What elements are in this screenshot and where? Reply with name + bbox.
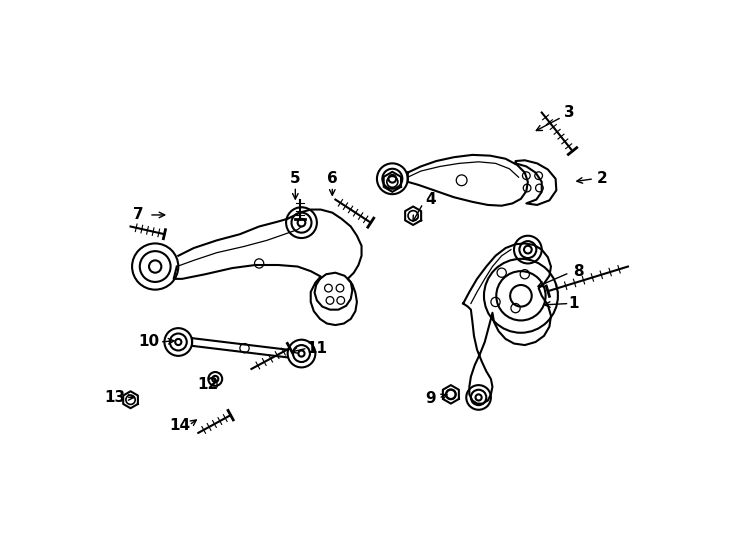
Text: 14: 14: [170, 417, 190, 433]
Text: 3: 3: [564, 105, 575, 120]
Text: 7: 7: [133, 207, 144, 222]
Text: 9: 9: [426, 391, 436, 406]
Text: 4: 4: [426, 192, 436, 207]
Text: 1: 1: [568, 296, 578, 311]
Text: 5: 5: [290, 171, 301, 186]
Text: 11: 11: [306, 341, 327, 356]
Text: 10: 10: [139, 334, 159, 349]
Text: 2: 2: [597, 171, 607, 186]
Text: 8: 8: [573, 264, 584, 279]
Text: 12: 12: [197, 377, 218, 392]
Text: 6: 6: [327, 171, 338, 186]
Text: 13: 13: [104, 390, 126, 405]
